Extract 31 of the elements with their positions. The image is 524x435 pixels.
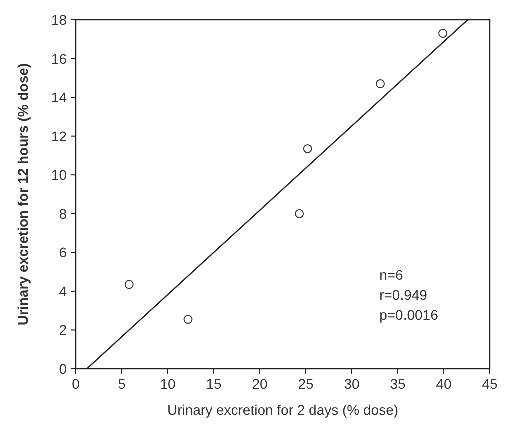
y-tick-label: 10 — [51, 167, 68, 184]
x-tick-label: 40 — [436, 376, 452, 392]
x-tick-label: 30 — [344, 376, 360, 392]
x-tick-label: 35 — [390, 376, 406, 392]
point — [295, 209, 304, 218]
x-tick-label: 0 — [72, 376, 80, 392]
x-tick-label: 5 — [118, 376, 126, 392]
x-axis-title: Urinary excretion for 2 days (% dose) — [167, 402, 399, 418]
x-tick-label: 10 — [160, 376, 176, 392]
x-tick-label: 15 — [206, 376, 222, 392]
x-tick-label: 20 — [252, 376, 268, 392]
y-tick-label: 6 — [59, 244, 68, 261]
y-tick-label: 0 — [59, 361, 68, 377]
y-axis-title: Urinary excretion for 12 hours (% dose) — [15, 63, 31, 326]
point — [438, 29, 448, 38]
annotation: n=6 — [380, 266, 404, 283]
annotation: p=0.0016 — [380, 306, 439, 323]
y-tick-label: 14 — [51, 90, 68, 106]
x-tick-label: 25 — [298, 376, 314, 392]
y-tick-label: 8 — [59, 206, 68, 222]
point — [124, 280, 134, 290]
y-tick-label: 2 — [59, 322, 68, 338]
point — [376, 80, 386, 88]
point — [303, 144, 312, 154]
annotation: r=0.949 — [380, 286, 428, 303]
x-tick-label: 45 — [482, 376, 498, 392]
y-tick-label: 12 — [51, 128, 68, 144]
y-tick-label: 4 — [59, 283, 68, 300]
point — [184, 315, 193, 324]
y-tick-label: 16 — [51, 50, 68, 67]
y-tick-label: 18 — [51, 12, 68, 28]
